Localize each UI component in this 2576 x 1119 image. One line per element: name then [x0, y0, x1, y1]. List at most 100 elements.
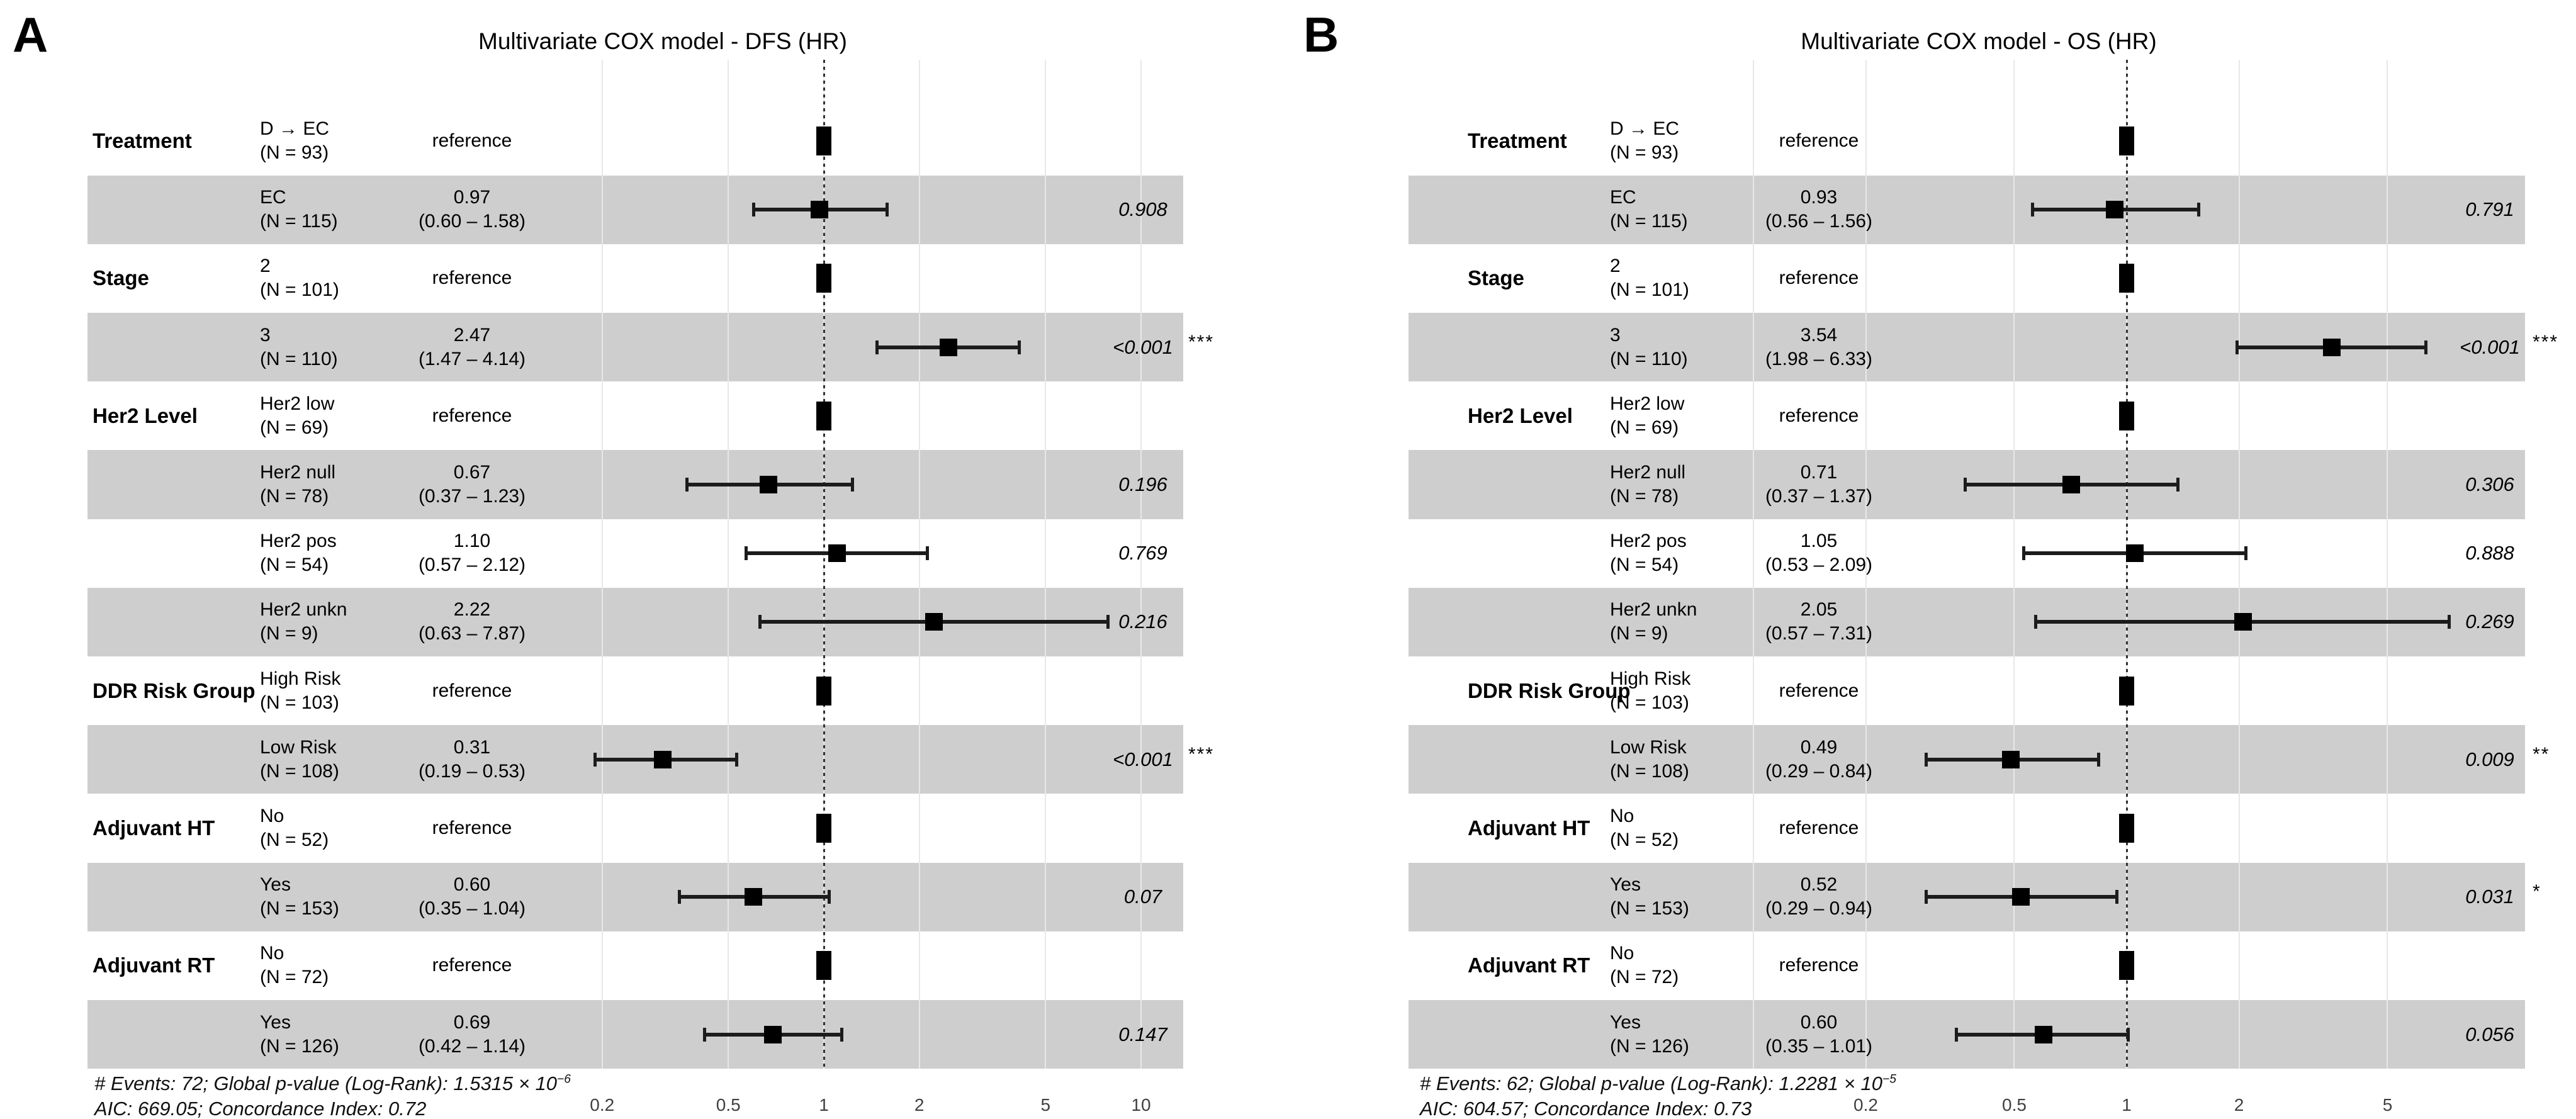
reference-text: reference [1779, 680, 1859, 701]
row-n-label: (N = 9) [260, 623, 318, 644]
row-level-label: Yes [260, 874, 291, 896]
row-level-block: EC (N = 115) [1610, 186, 1688, 233]
ci-cap-right [734, 752, 738, 767]
row-level-block: Low Risk (N = 108) [260, 736, 339, 784]
row-variable-label: Adjuvant RT [1468, 953, 1590, 977]
reference-text: reference [432, 267, 512, 289]
row-estimate-block: 0.71 (0.37 – 1.37) [1765, 461, 1872, 509]
ci-cap-left [2022, 546, 2025, 561]
row-ci-value: (0.60 – 1.58) [418, 211, 526, 232]
row-n-label: (N = 103) [1610, 692, 1689, 713]
row-significance-stars: *** [1188, 743, 1215, 765]
row-level-block: Yes (N = 153) [260, 873, 339, 921]
gridline [1865, 60, 1867, 1069]
row-level-label: No [260, 806, 284, 826]
row-n-label: (N = 93) [1610, 142, 1679, 163]
row-pvalue: 0.908 [1118, 198, 1167, 221]
row-n-label: (N = 9) [1610, 623, 1668, 644]
row-ci-value: (0.35 – 1.01) [1765, 1035, 1873, 1057]
forest-marker [2234, 613, 2252, 631]
forest-marker [925, 613, 943, 631]
row-level-label: High Risk [260, 668, 341, 689]
row-variable-label: Stage [1468, 266, 1524, 290]
gridline [2013, 60, 2015, 1069]
row-ci-value: (0.53 – 2.09) [1765, 554, 1873, 576]
reference-text: reference [432, 955, 512, 976]
row-level-block: Low Risk (N = 108) [1610, 736, 1689, 784]
row-ci-value: (0.57 – 2.12) [418, 554, 526, 576]
row-n-label: (N = 101) [260, 279, 339, 301]
row-level-block: Her2 null (N = 78) [260, 461, 335, 509]
forest-marker [2322, 338, 2341, 356]
row-ci-value: (0.42 – 1.14) [418, 1035, 526, 1057]
forest-marker [760, 476, 778, 493]
ci-cap-left [745, 546, 748, 561]
row-n-label: (N = 72) [260, 967, 329, 988]
row-level-block: EC (N = 115) [260, 186, 338, 233]
row-n-label: (N = 108) [1610, 760, 1689, 782]
row-level-block: Her2 unkn (N = 9) [260, 598, 347, 646]
gridline [728, 60, 729, 1069]
row-level-label: Low Risk [260, 736, 337, 758]
ci-cap-right [1018, 340, 1021, 354]
row-level-label: EC [1610, 187, 1636, 208]
forest-marker [828, 544, 846, 563]
gridline [1753, 60, 1754, 1069]
row-band [87, 1000, 1183, 1069]
row-n-label: (N = 72) [1610, 967, 1679, 988]
ci-cap-left [1955, 1027, 1959, 1042]
reference-marker [2119, 127, 2134, 155]
row-ci-value: (0.37 – 1.37) [1765, 486, 1873, 507]
row-level-block: 2 (N = 101) [260, 254, 339, 302]
row-estimate-block: 0.60 (0.35 – 1.01) [1765, 1011, 1872, 1059]
row-level-label: Her2 unkn [1610, 599, 1697, 621]
row-level-block: 3 (N = 110) [1610, 323, 1688, 371]
forest-marker [2125, 544, 2144, 563]
row-estimate-value: 1.05 [1800, 531, 1838, 552]
ci-cap-right [2424, 340, 2427, 354]
ci-cap-right [885, 203, 889, 217]
axis-tick-label: 5 [2382, 1095, 2393, 1115]
row-variable-label: Her2 Level [1468, 403, 1573, 427]
footer-events-line: # Events: 62; Global p-value (Log-Rank):… [1420, 1072, 1896, 1095]
row-level-block: D → EC (N = 93) [260, 117, 329, 165]
reference-text: reference [1779, 267, 1859, 289]
ci-cap-right [2176, 478, 2179, 492]
row-level-label: Yes [260, 1011, 291, 1033]
row-estimate-block: 2.47 (1.47 – 4.14) [419, 323, 526, 371]
row-band [1409, 175, 2525, 244]
reference-marker [2119, 676, 2134, 706]
row-estimate-value: 0.60 [1800, 1011, 1838, 1033]
panel-label: B [1303, 7, 1339, 62]
row-ci-value: (0.57 – 7.31) [1765, 623, 1873, 644]
ci-cap-left [702, 1027, 706, 1042]
row-ci-value: (0.29 – 0.84) [1765, 760, 1873, 782]
row-level-block: 2 (N = 101) [1610, 254, 1689, 302]
panel-title: Multivariate COX model - DFS (HR) [478, 28, 847, 54]
row-n-label: (N = 110) [260, 348, 338, 369]
panel-label: A [13, 7, 48, 62]
row-pvalue: 0.269 [2465, 610, 2514, 633]
row-estimate-block: 0.49 (0.29 – 0.84) [1765, 736, 1872, 784]
row-n-label: (N = 126) [260, 1035, 339, 1057]
row-level-label: No [1610, 943, 1634, 964]
row-level-block: Yes (N = 153) [1610, 873, 1689, 921]
row-n-label: (N = 101) [1610, 279, 1689, 301]
forest-marker [811, 201, 829, 219]
reference-text: reference [1779, 955, 1859, 976]
row-pvalue: 0.196 [1118, 473, 1167, 495]
row-n-label: (N = 78) [1610, 486, 1679, 507]
row-variable-label: Her2 Level [93, 403, 198, 427]
row-pvalue: 0.009 [2465, 748, 2514, 770]
row-pvalue: 0.056 [2465, 1023, 2514, 1045]
row-n-label: (N = 153) [1610, 898, 1689, 919]
row-estimate-block: 2.22 (0.63 – 7.87) [419, 598, 526, 646]
footer-exponent: −5 [1882, 1072, 1896, 1086]
row-ci-value: (0.19 – 0.53) [418, 760, 526, 782]
row-estimate-value: 3.54 [1800, 324, 1838, 346]
forest-marker [763, 1025, 782, 1043]
row-pvalue: <0.001 [1113, 748, 1173, 770]
row-ci-value: (0.63 – 7.87) [418, 623, 526, 644]
reference-marker [816, 814, 831, 843]
gridline [2238, 60, 2240, 1069]
